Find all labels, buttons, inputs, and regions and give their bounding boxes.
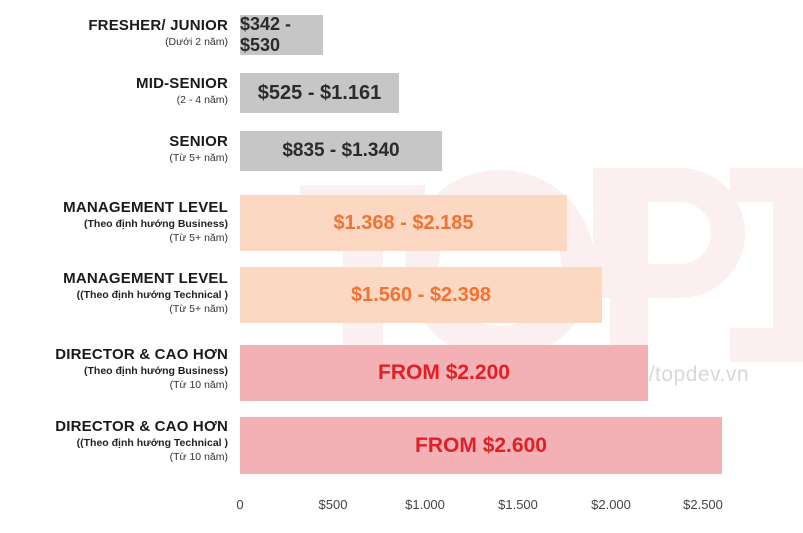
category-name: FRESHER/ JUNIOR <box>88 17 228 34</box>
bar-1: $342 - $530 <box>240 14 323 55</box>
x-tick-label: 0 <box>236 497 244 512</box>
bar-value-label: $525 - $1.161 <box>257 81 382 104</box>
category-subtitle: (Theo định hướng Business) <box>84 218 228 230</box>
x-tick-label: $2.500 <box>683 497 723 512</box>
category-name: SENIOR <box>169 133 228 150</box>
x-tick-label: $500 <box>318 497 348 512</box>
category-label: MID-SENIOR (2 - 4 năm) <box>0 74 228 107</box>
bar-value-label: $1.368 - $2.185 <box>333 211 474 234</box>
bar-value-label: FROM $2.600 <box>415 433 547 457</box>
bar-6: FROM $2.200 <box>240 345 648 401</box>
category-label: FRESHER/ JUNIOR (Dưới 2 năm) <box>0 16 228 49</box>
x-tick-label: $2.000 <box>591 497 631 512</box>
category-label: MANAGEMENT LEVEL ((Theo định hướng Techni… <box>0 269 228 316</box>
category-subtitle: (Từ 10 năm) <box>169 451 228 463</box>
bar-4: $1.368 - $2.185 <box>240 195 567 251</box>
category-label: SENIOR (Từ 5+ năm) <box>0 132 228 165</box>
category-name: DIRECTOR & CAO HƠN <box>55 418 228 435</box>
category-subtitle: (Dưới 2 năm) <box>165 36 228 48</box>
bar-7: FROM $2.600 <box>240 417 722 474</box>
category-label: MANAGEMENT LEVEL (Theo định hướng Busines… <box>0 198 228 245</box>
category-subtitle: (Từ 5+ năm) <box>169 303 228 315</box>
category-subtitle: (Theo định hướng Business) <box>84 365 228 377</box>
bar-value-label: $1.560 - $2.398 <box>350 283 492 306</box>
category-name: MANAGEMENT LEVEL <box>63 270 228 287</box>
bar-3: $835 - $1.340 <box>240 131 442 171</box>
bar-value-label: $835 - $1.340 <box>282 140 400 161</box>
bar-5: $1.560 - $2.398 <box>240 267 602 323</box>
category-name: MID-SENIOR <box>136 75 228 92</box>
category-subtitle: ((Theo định hướng Technical ) <box>76 437 228 449</box>
bar-value-label: $342 - $530 <box>240 14 292 55</box>
x-tick-label: $1.500 <box>498 497 538 512</box>
category-subtitle: (Từ 5+ năm) <box>169 232 228 244</box>
x-tick-label: $1.000 <box>405 497 445 512</box>
category-subtitle: (2 - 4 năm) <box>176 94 228 106</box>
category-name: DIRECTOR & CAO HƠN <box>55 346 228 363</box>
category-name: MANAGEMENT LEVEL <box>63 199 228 216</box>
category-label: DIRECTOR & CAO HƠN ((Theo định hướng Tech… <box>0 417 228 464</box>
bar-value-label: FROM $2.200 <box>378 361 510 384</box>
category-subtitle: ((Theo định hướng Technical ) <box>76 289 228 301</box>
category-subtitle: (Từ 5+ năm) <box>169 152 228 164</box>
bar-2: $525 - $1.161 <box>240 73 399 113</box>
category-label: DIRECTOR & CAO HƠN (Theo định hướng Busin… <box>0 345 228 392</box>
category-subtitle: (Từ 10 năm) <box>169 379 228 391</box>
